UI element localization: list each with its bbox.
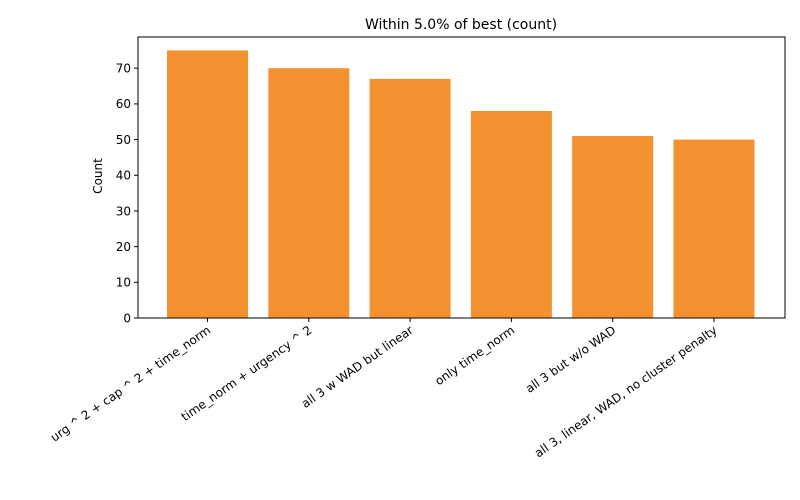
y-tick-label-5: 50 bbox=[116, 133, 131, 147]
x-tick-label-4: all 3 but w/o WAD bbox=[523, 323, 618, 396]
y-tick-label-0: 0 bbox=[123, 311, 131, 325]
x-tick-label-0: urg ^ 2 + cap ^ 2 + time_norm bbox=[48, 323, 213, 445]
y-axis-label: Count bbox=[91, 158, 105, 194]
bars-group bbox=[167, 50, 755, 319]
y-axis-ticks: 0 10 20 30 40 50 60 70 bbox=[116, 62, 138, 325]
bar-3 bbox=[470, 111, 552, 318]
bar-4 bbox=[572, 136, 654, 318]
y-tick-label-3: 30 bbox=[116, 204, 131, 218]
y-tick-label-7: 70 bbox=[116, 62, 131, 76]
x-tick-label-3: only time_norm bbox=[432, 323, 517, 388]
bar-0 bbox=[167, 50, 248, 319]
chart-title: Within 5.0% of best (count) bbox=[365, 17, 557, 33]
bar-2 bbox=[369, 78, 451, 319]
x-tick-label-2: all 3 w WAD but linear bbox=[299, 323, 416, 411]
y-tick-label-2: 20 bbox=[116, 240, 131, 254]
y-tick-label-4: 40 bbox=[116, 169, 131, 183]
x-tick-label-5: all 3, linear, WAD, no cluster penalty bbox=[532, 323, 720, 460]
y-tick-label-6: 60 bbox=[116, 97, 131, 111]
y-tick-label-1: 10 bbox=[116, 276, 131, 290]
plot-frame bbox=[137, 36, 786, 319]
bar-1 bbox=[268, 68, 350, 318]
bar-5 bbox=[673, 139, 755, 318]
